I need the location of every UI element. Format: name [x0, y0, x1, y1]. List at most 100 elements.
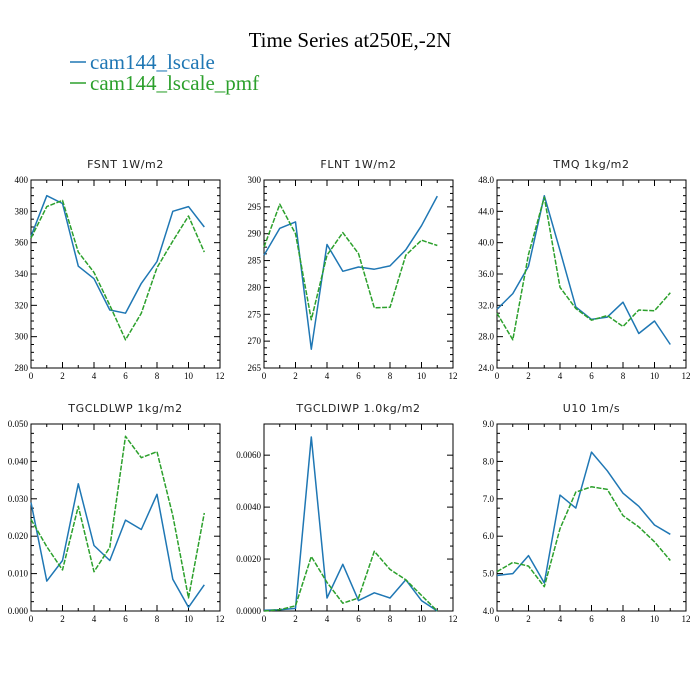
y-tick-label: 5.0 — [483, 569, 495, 579]
panel-title: TGCLDLWP 1kg/m2 — [67, 402, 182, 415]
x-tick-label: 6 — [123, 371, 128, 381]
y-tick-label: 40.0 — [478, 238, 494, 248]
x-tick-label: 6 — [356, 614, 361, 624]
x-tick-label: 10 — [184, 614, 194, 624]
panels: FSNT 1W/m20 2 4 6 8 10 12280300320340360380400… — [8, 158, 691, 624]
x-tick-label: 4 — [558, 371, 563, 381]
series-line-cam144-lscale-pmf — [496, 486, 671, 588]
x-tick-label: 4 — [92, 614, 97, 624]
x-tick-label: 12 — [216, 614, 225, 624]
series-line-cam144-lscale — [263, 195, 438, 350]
x-tick-label: 8 — [621, 371, 626, 381]
x-tick-label: 2 — [526, 614, 531, 624]
x-tick-label: 10 — [184, 371, 194, 381]
x-tick-label: 4 — [558, 614, 563, 624]
y-tick-label: 280 — [248, 282, 262, 292]
panel-title: U10 1m/s — [563, 402, 621, 415]
x-tick-label: 2 — [293, 371, 298, 381]
x-tick-label: 10 — [417, 614, 427, 624]
panel-6: U10 1m/s 0 2 4 6 8 10 12 4.0 5.0 6.0 7.0 8.0 9.0 — [483, 402, 691, 624]
x-tick-label: 8 — [621, 614, 626, 624]
series-line-cam144-lscale-pmf — [263, 550, 438, 612]
figure-title: Time Series at250E,-2N — [249, 28, 452, 52]
y-tick-label: 0.0000 — [236, 606, 261, 616]
y-tick-label: 300 — [248, 175, 262, 185]
y-tick-label: 380 — [15, 206, 29, 216]
series-line-cam144-lscale — [496, 451, 671, 584]
plot-frame — [263, 179, 454, 369]
y-tick-label: 28.0 — [478, 332, 494, 342]
y-tick-label: 400 — [15, 175, 29, 185]
panel-title: TGCLDIWP 1.0kg/m2 — [295, 402, 420, 415]
y-tick-label: 0.0040 — [236, 502, 261, 512]
legend-label-cam144-lscale: cam144_lscale — [90, 50, 215, 74]
x-tick-label: 8 — [388, 614, 393, 624]
y-tick-label: 285 — [248, 256, 262, 266]
x-tick-label: 8 — [155, 614, 160, 624]
x-tick-label: 4 — [325, 614, 330, 624]
y-tick-label: 340 — [15, 269, 29, 279]
y-tick-label: 32.0 — [478, 300, 494, 310]
y-tick-label: 0.050 — [8, 419, 29, 429]
y-tick-label: 290 — [248, 229, 262, 239]
x-tick-label: 0 — [262, 371, 267, 381]
panel-title: FLNT 1W/m2 — [320, 158, 396, 171]
series-line-cam144-lscale — [496, 194, 671, 345]
panel-1: FSNT 1W/m2 0 2 4 6 8 10 12 280 300 320 340 360 380 400 — [15, 158, 225, 381]
y-tick-label: 270 — [248, 336, 262, 346]
y-tick-label: 275 — [248, 309, 262, 319]
series-line-cam144-lscale-pmf — [30, 199, 205, 341]
y-tick-label: 8.0 — [483, 456, 495, 466]
y-tick-label: 0.0060 — [236, 450, 261, 460]
x-tick-label: 10 — [650, 371, 660, 381]
panel-title: TMQ 1kg/m2 — [552, 158, 629, 171]
x-tick-label: 4 — [325, 371, 330, 381]
legend-label-cam144-lscale-pmf: cam144_lscale_pmf — [90, 71, 259, 95]
series-line-cam144-lscale-pmf — [496, 196, 671, 341]
x-tick-label: 12 — [449, 371, 458, 381]
x-tick-label: 10 — [417, 371, 427, 381]
y-tick-label: 9.0 — [483, 419, 495, 429]
y-tick-label: 4.0 — [483, 606, 495, 616]
x-tick-label: 0 — [262, 614, 267, 624]
x-tick-label: 6 — [589, 371, 594, 381]
legend: cam144_lscale cam144_lscale_pmf — [70, 50, 259, 95]
panel-4: TGCLDLWP 1kg/m2 0 2 4 6 8 10 12 0.000 0.010 0.020 0… — [8, 402, 225, 624]
y-tick-label: 265 — [248, 363, 262, 373]
series-line-cam144-lscale — [30, 483, 205, 609]
y-tick-label: 360 — [15, 238, 29, 248]
panel-2: FLNT 1W/m2 0 2 4 6 8 10 12 265 270 275 280 285 290 295… — [248, 158, 458, 381]
plot-frame — [263, 423, 454, 612]
x-tick-label: 12 — [682, 614, 691, 624]
y-tick-label: 44.0 — [478, 206, 494, 216]
x-tick-label: 2 — [293, 614, 298, 624]
series-line-cam144-lscale — [30, 194, 205, 314]
y-tick-label: 0.020 — [8, 531, 29, 541]
x-tick-label: 0 — [29, 614, 34, 624]
x-tick-label: 10 — [650, 614, 660, 624]
x-tick-label: 2 — [60, 614, 65, 624]
y-tick-label: 0.000 — [8, 606, 29, 616]
y-tick-label: 295 — [248, 202, 262, 212]
x-tick-label: 8 — [388, 371, 393, 381]
x-tick-label: 0 — [29, 371, 34, 381]
series-line-cam144-lscale — [263, 436, 438, 612]
y-tick-label: 48.0 — [478, 175, 494, 185]
x-tick-label: 6 — [589, 614, 594, 624]
x-tick-label: 12 — [216, 371, 225, 381]
y-tick-label: 36.0 — [478, 269, 494, 279]
x-tick-label: 12 — [682, 371, 691, 381]
x-tick-label: 4 — [92, 371, 97, 381]
y-tick-label: 280 — [15, 363, 29, 373]
x-tick-label: 0 — [495, 371, 500, 381]
x-tick-label: 6 — [123, 614, 128, 624]
y-tick-label: 6.0 — [483, 531, 495, 541]
y-tick-label: 7.0 — [483, 494, 495, 504]
x-tick-label: 2 — [526, 371, 531, 381]
y-tick-label: 0.010 — [8, 569, 29, 579]
y-tick-label: 320 — [15, 300, 29, 310]
panel-title: FSNT 1W/m2 — [87, 158, 164, 171]
y-tick-label: 0.0020 — [236, 554, 261, 564]
x-tick-label: 0 — [495, 614, 500, 624]
